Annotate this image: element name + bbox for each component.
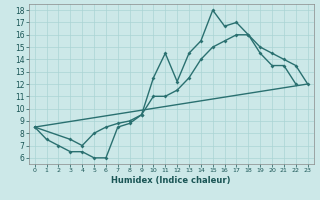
X-axis label: Humidex (Indice chaleur): Humidex (Indice chaleur) [111, 176, 231, 185]
